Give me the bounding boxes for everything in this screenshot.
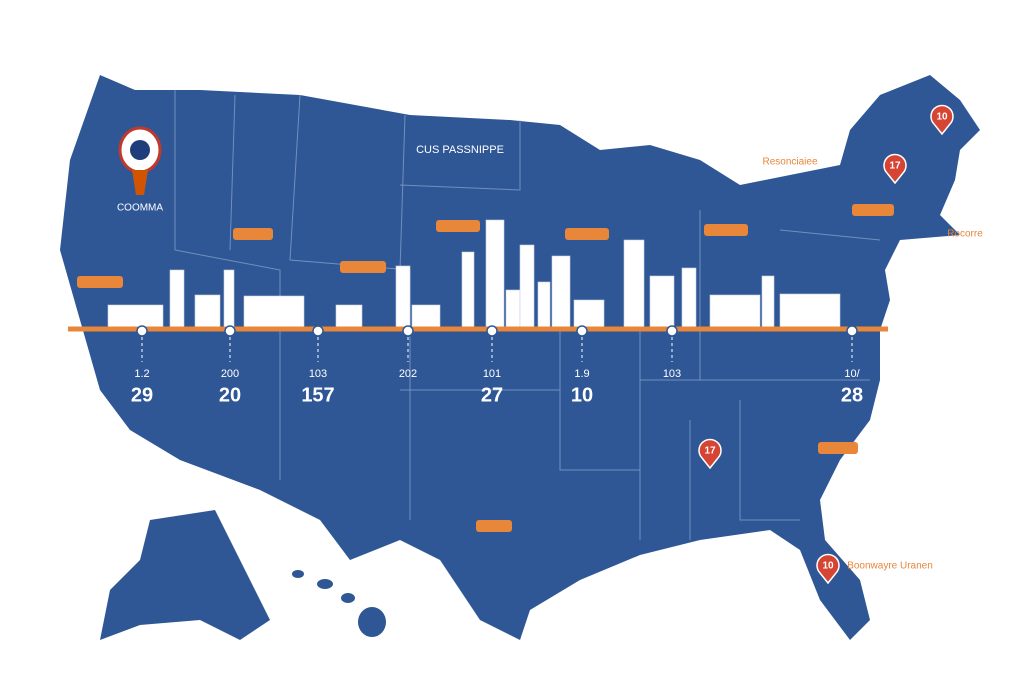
stop-dot [846, 325, 858, 337]
mainland [60, 75, 980, 640]
stop-code: 1.9 [574, 368, 589, 380]
stop-value: 29 [131, 384, 153, 406]
stop-dot [224, 325, 236, 337]
pin [930, 104, 954, 136]
stop-dot [136, 325, 148, 337]
pin-label: 10 [936, 112, 948, 123]
logo: COOMMA [117, 126, 163, 214]
pin-label: 17 [889, 161, 901, 172]
stop-dot [312, 325, 324, 337]
stop-dot [486, 325, 498, 337]
stop-code: 103 [309, 368, 327, 380]
stop-dot [666, 325, 678, 337]
stop-value: 27 [481, 384, 503, 406]
stop-code: 101 [483, 368, 501, 380]
hawaii [292, 570, 386, 637]
skyline [107, 219, 841, 328]
stop-dot [402, 325, 414, 337]
side-label: Boonwayre Uranen [847, 561, 933, 572]
stop-value: 10 [571, 384, 593, 406]
pin-label: 10 [822, 561, 834, 572]
side-label: Rocorre [947, 229, 983, 240]
stop-value: 28 [841, 384, 863, 406]
stop-dot [576, 325, 588, 337]
stop-code: 103 [663, 368, 681, 380]
stop-code: 1.2 [134, 368, 149, 380]
logo-label: COOMMA [117, 203, 163, 214]
pin [816, 553, 840, 585]
stop-value: 20 [219, 384, 241, 406]
pin [698, 438, 722, 470]
side-label: Resonciaiee [762, 157, 817, 168]
stop-code: 200 [221, 368, 239, 380]
pin [883, 153, 907, 185]
tags [77, 204, 894, 532]
stop-code: 10/ [844, 368, 860, 380]
header-title: CUS PASSNIPPE [416, 144, 504, 156]
stop-code: 202 [399, 368, 417, 380]
stop-value: 157 [301, 384, 334, 406]
alaska [100, 510, 270, 640]
state-lines [174, 90, 881, 540]
pin-label: 17 [704, 446, 716, 457]
